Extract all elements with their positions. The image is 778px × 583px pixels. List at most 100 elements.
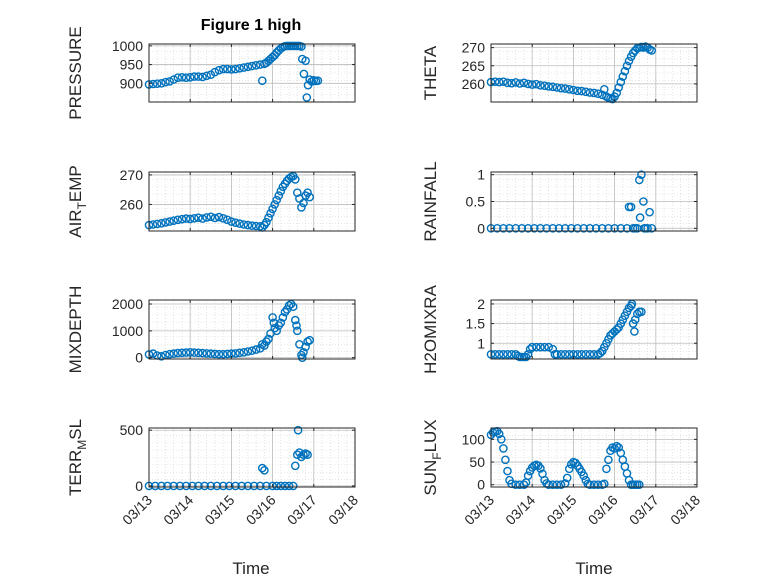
data-point-3-45: [290, 175, 300, 184]
data-point-6-22: [552, 349, 562, 359]
data-point-5-37: [272, 326, 282, 336]
tick-marks-7: [148, 428, 356, 487]
data-point-7-3: [157, 481, 166, 491]
data-point-5-14: [198, 348, 207, 358]
x-tick-label-8-5: 03/17: [626, 492, 662, 528]
x-tick-label-7-1: 03/13: [119, 492, 155, 528]
data-point-5-26: [247, 346, 257, 356]
data-point-1-27: [251, 61, 261, 70]
data-point-7-32: [295, 448, 304, 457]
data-point-3-26: [247, 221, 257, 230]
y-tick-label-6-1: 1: [477, 335, 485, 351]
data-point-8-33: [567, 459, 576, 469]
data-point-7-12: [212, 481, 222, 491]
axes-box-1: [148, 43, 356, 103]
data-point-6-51: [630, 327, 639, 336]
data-point-5-15: [202, 349, 211, 358]
x-tick-label-8-6: 03/18: [667, 492, 703, 528]
subplot-6: 1 1.5 2 H2OMIXRA: [421, 284, 698, 374]
data-point-4-22: [616, 223, 626, 233]
data-point-2-15: [544, 82, 554, 91]
data-point-7-22: [262, 481, 271, 491]
data-point-7-19: [255, 481, 265, 491]
y-tick-label-1-2: 950: [120, 57, 144, 73]
data-point-5-48: [292, 326, 302, 336]
data-point-5-19: [218, 349, 228, 359]
data-point-1-3: [152, 79, 162, 88]
data-point-2-20: [565, 85, 574, 94]
data-point-6-19: [544, 342, 554, 352]
y-tick-label-5-1: 0: [135, 350, 143, 366]
data-point-4-18: [591, 223, 601, 233]
data-point-7-27: [284, 481, 294, 491]
data-point-1-19: [218, 64, 228, 74]
data-point-3-33: [266, 208, 275, 218]
data-point-3-18: [214, 212, 224, 222]
data-point-3-9: [177, 214, 187, 224]
data-point-3-20: [222, 215, 232, 225]
data-point-6-3: [494, 349, 504, 359]
data-point-4-17: [585, 223, 595, 233]
data-point-5-46: [290, 315, 300, 325]
data-point-8-7: [499, 444, 508, 453]
data-point-4-13: [560, 223, 570, 233]
data-point-8-32: [565, 464, 574, 474]
data-point-2-39: [620, 66, 630, 76]
data-point-6-20: [548, 344, 558, 354]
data-point-3-25: [243, 220, 253, 230]
data-point-4-8: [530, 223, 539, 233]
x-tick-label-7-2: 03/14: [160, 492, 196, 528]
y-axis-label-3: AIRTEMP: [66, 165, 89, 238]
data-point-8-42: [585, 480, 595, 490]
data-point-4-36: [645, 207, 654, 217]
data-point-8-27: [548, 480, 558, 490]
data-point-2-9: [519, 78, 529, 88]
data-point-4-23: [622, 223, 632, 233]
data-point-1-48: [297, 42, 306, 51]
data-point-3-5: [161, 218, 170, 227]
data-point-4-12: [554, 223, 564, 233]
data-point-8-16: [523, 471, 533, 481]
data-point-5-11: [185, 347, 195, 357]
data-point-5-9: [177, 348, 187, 358]
data-point-8-29: [556, 480, 566, 490]
data-point-3-17: [210, 213, 220, 223]
data-point-7-18: [249, 481, 259, 491]
data-point-7-23: [268, 481, 277, 491]
data-point-6-15: [527, 342, 537, 352]
data-point-7-25: [276, 481, 286, 491]
y-tick-label-5-2: 1000: [112, 323, 143, 339]
tick-marks-8: [490, 428, 698, 487]
data-point-6-18: [540, 342, 549, 352]
data-point-2-33: [608, 94, 617, 104]
data-point-3-24: [239, 220, 249, 229]
data-point-5-34: [268, 313, 277, 322]
data-point-1-26: [247, 61, 257, 71]
y-axis-label-8: SUNFLUX: [421, 419, 444, 495]
x-tick-label-7-5: 03/17: [284, 492, 320, 528]
data-point-6-30: [585, 349, 595, 359]
y-tick-label-2-3: 270: [462, 40, 486, 56]
data-point-6-27: [573, 349, 582, 359]
data-point-8-39: [579, 471, 589, 481]
series-6: [486, 299, 646, 362]
x-axis-label-right: Time: [575, 559, 612, 578]
axes-box-5: [148, 299, 356, 360]
data-point-1-54: [305, 75, 315, 84]
data-point-2-41: [624, 56, 634, 66]
x-tick-label-8-3: 03/15: [543, 492, 579, 528]
data-point-5-20: [222, 349, 232, 359]
data-point-2-52: [647, 46, 657, 55]
data-point-8-53: [614, 443, 624, 452]
data-point-8-26: [544, 480, 554, 490]
data-point-1-17: [210, 67, 220, 77]
data-point-3-49: [299, 198, 308, 208]
data-point-6-17: [536, 342, 545, 352]
data-point-2-11: [527, 80, 537, 89]
data-point-5-7: [169, 349, 178, 358]
y-tick-label-7-1: 0: [135, 478, 143, 494]
data-point-6-13: [523, 349, 533, 359]
y-tick-label-4-2: 0.5: [466, 194, 486, 210]
data-point-2-6: [507, 78, 516, 88]
